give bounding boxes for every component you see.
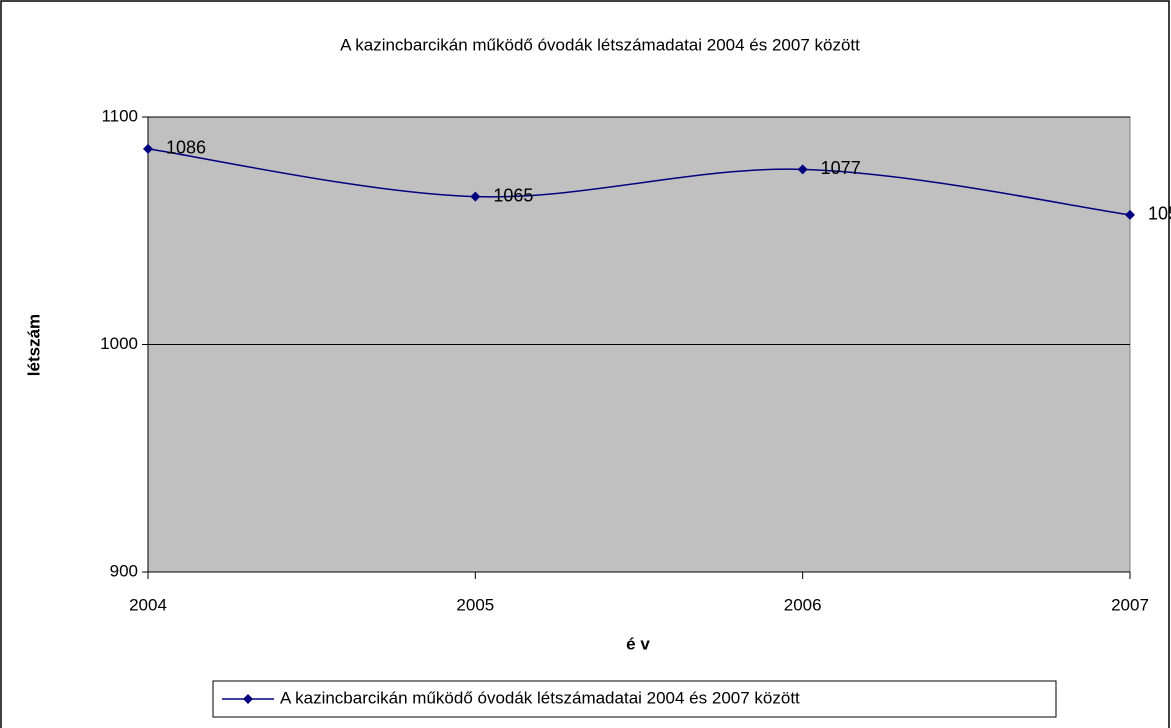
data-label: 1065 bbox=[493, 185, 533, 205]
x-tick-label: 2006 bbox=[784, 595, 822, 614]
legend-marker bbox=[243, 694, 253, 704]
series-line bbox=[147, 148, 1131, 216]
x-tick-label: 2005 bbox=[456, 595, 494, 614]
x-tick-label: 2004 bbox=[129, 595, 167, 614]
data-label: 1077 bbox=[821, 158, 861, 178]
y-tick-label: 1000 bbox=[100, 334, 138, 353]
y-axis-label: létszám bbox=[24, 314, 43, 376]
marker bbox=[470, 191, 481, 202]
marker bbox=[797, 164, 808, 175]
legend bbox=[212, 680, 1057, 718]
data-label: 1086 bbox=[166, 138, 206, 158]
marker bbox=[143, 143, 153, 154]
y-tick-label: 1100 bbox=[101, 106, 138, 125]
data-label: 1057 bbox=[1148, 204, 1171, 224]
y-tick-label: 900 bbox=[110, 561, 138, 580]
chart-title: A kazincbarcikán működő óvodák létszámad… bbox=[340, 35, 860, 54]
legend-label: A kazincbarcikán működő óvodák létszámad… bbox=[280, 688, 800, 707]
x-axis-label: é v bbox=[626, 634, 650, 653]
marker bbox=[1125, 209, 1135, 220]
x-tick-label: 2007 bbox=[1111, 595, 1149, 614]
